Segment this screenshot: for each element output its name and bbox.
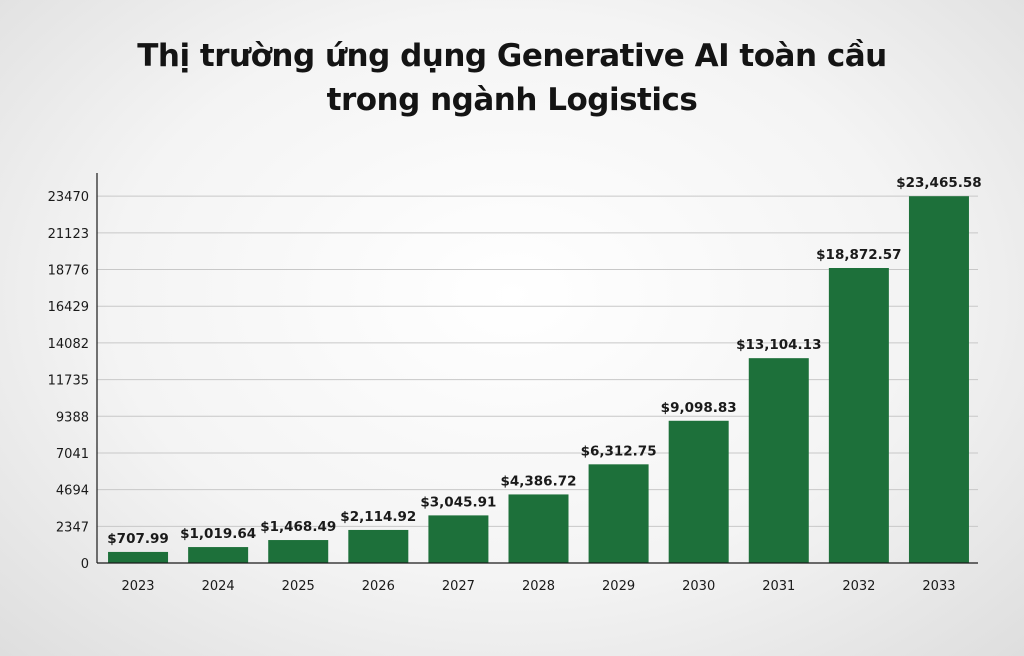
x-tick-label: 2025 bbox=[282, 579, 315, 594]
y-tick-label: 4694 bbox=[56, 484, 89, 499]
labels: 0 2347 4694 7041 9388 11735 14082 16429 18776 211… bbox=[48, 175, 982, 594]
y-tick-label: 18776 bbox=[48, 264, 89, 279]
x-tick-label: 2033 bbox=[922, 579, 955, 594]
bar-2027 bbox=[428, 515, 489, 563]
bar-2030 bbox=[668, 420, 729, 563]
data-label-2026: $2,114.92 bbox=[340, 509, 416, 525]
chart-title-line-1: Thị trường ứng dụng Generative AI toàn c… bbox=[137, 38, 887, 74]
x-tick-label: 2031 bbox=[762, 579, 795, 594]
bar-2028 bbox=[508, 494, 569, 563]
chart-title-line-2: trong ngành Logistics bbox=[326, 82, 698, 118]
bar-2026 bbox=[348, 529, 409, 563]
y-tick-label: 16429 bbox=[48, 300, 89, 315]
x-tick-label: 2023 bbox=[121, 579, 154, 594]
data-label-2024: $1,019.64 bbox=[180, 526, 256, 542]
y-tick-label: 2347 bbox=[56, 520, 89, 535]
data-label-2031: $13,104.13 bbox=[736, 337, 821, 353]
y-tick-label: 11735 bbox=[48, 374, 89, 389]
bar-2025 bbox=[268, 540, 329, 563]
x-tick-label: 2032 bbox=[842, 579, 875, 594]
y-tick-label: 23470 bbox=[48, 190, 89, 205]
data-label-2030: $9,098.83 bbox=[661, 400, 737, 416]
bar-2032 bbox=[828, 267, 889, 563]
y-tick-label: 14082 bbox=[48, 337, 89, 352]
y-tick-label: 9388 bbox=[56, 410, 89, 425]
x-tick-label: 2030 bbox=[682, 579, 715, 594]
data-label-2033: $23,465.58 bbox=[896, 175, 981, 191]
bar-2033 bbox=[908, 196, 969, 563]
bar-2031 bbox=[748, 358, 809, 563]
y-tick-label: 7041 bbox=[56, 447, 89, 462]
x-tick-label: 2026 bbox=[362, 579, 395, 594]
bar-2023 bbox=[108, 551, 169, 563]
x-tick-label: 2028 bbox=[522, 579, 555, 594]
bar-2029 bbox=[588, 464, 649, 563]
x-tick-label: 2027 bbox=[442, 579, 475, 594]
x-tick-label: 2029 bbox=[602, 579, 635, 594]
data-label-2029: $6,312.75 bbox=[581, 443, 657, 459]
bars bbox=[108, 196, 969, 563]
data-label-2023: $707.99 bbox=[107, 531, 169, 547]
x-tick-label: 2024 bbox=[202, 579, 235, 594]
y-tick-label: 21123 bbox=[48, 227, 89, 242]
data-label-2028: $4,386.72 bbox=[500, 473, 576, 489]
data-label-2027: $3,045.91 bbox=[420, 494, 496, 510]
bar-2024 bbox=[188, 547, 249, 563]
data-label-2032: $18,872.57 bbox=[816, 247, 901, 263]
data-label-2025: $1,468.49 bbox=[260, 519, 336, 535]
y-tick-label: 0 bbox=[81, 557, 89, 572]
axes bbox=[96, 173, 978, 564]
